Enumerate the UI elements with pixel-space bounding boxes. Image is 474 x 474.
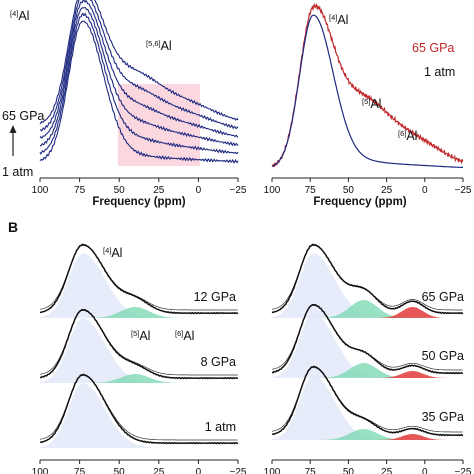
pressure-bottom-label: 1 atm — [2, 165, 33, 179]
label-4al: [4]Al — [329, 13, 348, 27]
series-line — [39, 0, 239, 125]
experimental-trace — [39, 373, 239, 445]
region-label: [5,6]Al — [146, 39, 172, 53]
x-tick-label: 50 — [114, 185, 126, 196]
series-group — [271, 2, 464, 168]
experimental-trace — [39, 308, 239, 380]
label-6al: [6]Al — [398, 129, 417, 143]
panel-a-left: 100 75 50 25 0 −25 Frequency (ppm) [4]Al [5,6… — [2, 0, 247, 208]
fit-component-5al — [317, 363, 410, 378]
fit-component-5al — [87, 307, 183, 318]
label-4al: [4]Al — [103, 246, 122, 260]
fit-component-4al — [40, 253, 238, 318]
fit-component-4al — [40, 318, 238, 383]
series-line — [39, 20, 239, 164]
series-line — [39, 6, 239, 147]
x-tick-label: 75 — [305, 467, 317, 474]
fit-component-5al — [87, 374, 183, 383]
panel-a-right: 100 75 50 25 0 −25 Frequency (ppm) [4]Al [5]A… — [264, 2, 472, 208]
trace-label-8gpa: 8 GPa — [201, 355, 236, 369]
trace-label-12gpa: 12 GPa — [194, 290, 236, 304]
fit-component-6al — [378, 371, 448, 378]
x-tick-label: 100 — [264, 185, 281, 196]
x-tick-label: 25 — [153, 467, 165, 474]
x-tick-label: 0 — [422, 467, 428, 474]
fit-component-4al — [272, 253, 463, 318]
x-tick-label: 50 — [343, 467, 355, 474]
panel-b-right: 100 75 50 25 0 −25 65 GPa 50 GPa 35 GPa — [264, 243, 472, 474]
trace-label-35gpa: 35 GPa — [422, 410, 464, 424]
label-5al: [5]Al — [131, 329, 150, 343]
fit-component-6al — [378, 434, 448, 440]
x-tick-label: 75 — [305, 185, 317, 196]
trace-group — [271, 243, 464, 440]
legend-65gpa: 65 GPa — [412, 41, 454, 55]
x-tick-label: −25 — [230, 467, 247, 474]
x-tick-label: 0 — [422, 185, 428, 196]
fit-component-4al — [272, 375, 463, 440]
x-tick-label: 100 — [32, 467, 49, 474]
experimental-trace — [271, 303, 464, 375]
series-line-1atm — [271, 14, 463, 168]
fit-component-6al — [378, 307, 448, 318]
panel-b-left: 100 75 50 25 0 −25 [4]Al [5]Al [6]Al 12 GPa 8… — [32, 243, 247, 474]
series-line — [39, 12, 239, 155]
series-line — [39, 0, 239, 132]
experimental-trace — [39, 243, 239, 315]
x-axis-label: Frequency (ppm) — [313, 196, 406, 208]
trace-group — [39, 243, 239, 448]
x-axis-label: Frequency (ppm) — [92, 196, 185, 208]
x-tick-label: 0 — [196, 467, 202, 474]
x-tick-label: 100 — [32, 185, 49, 196]
legend-1atm: 1 atm — [424, 65, 455, 79]
x-tick-label: −25 — [455, 467, 472, 474]
fit-component-4al — [272, 313, 463, 378]
panel-label-b: B — [8, 219, 18, 235]
series-group — [39, 0, 239, 164]
x-tick-label: 50 — [343, 185, 355, 196]
x-tick-label: 75 — [74, 467, 86, 474]
trace-label-65gpa: 65 GPa — [422, 290, 464, 304]
x-tick-label: 25 — [381, 467, 393, 474]
label-6al: [6]Al — [175, 329, 194, 343]
x-tick-label: 50 — [114, 467, 126, 474]
pressure-arrow-head — [9, 125, 17, 133]
peak-label: [4]Al — [10, 9, 29, 23]
x-tick-label: 0 — [196, 185, 202, 196]
label-5al: [5]Al — [362, 97, 381, 111]
series-line — [39, 0, 239, 139]
x-tick-label: 25 — [153, 185, 165, 196]
fit-component-4al — [40, 383, 238, 448]
x-tick-label: −25 — [230, 185, 247, 196]
x-tick-label: 100 — [264, 467, 281, 474]
experimental-trace — [271, 243, 464, 315]
series-line-65gpa — [271, 2, 464, 168]
fit-component-5al — [317, 300, 410, 318]
trace-label-50gpa: 50 GPa — [422, 349, 464, 363]
trace-label-1atm: 1 atm — [205, 420, 236, 434]
fit-component-5al — [317, 429, 410, 440]
x-tick-label: 75 — [74, 185, 86, 196]
x-tick-label: 25 — [381, 185, 393, 196]
pressure-top-label: 65 GPa — [2, 109, 44, 123]
experimental-trace — [271, 365, 464, 437]
x-tick-label: −25 — [455, 185, 472, 196]
